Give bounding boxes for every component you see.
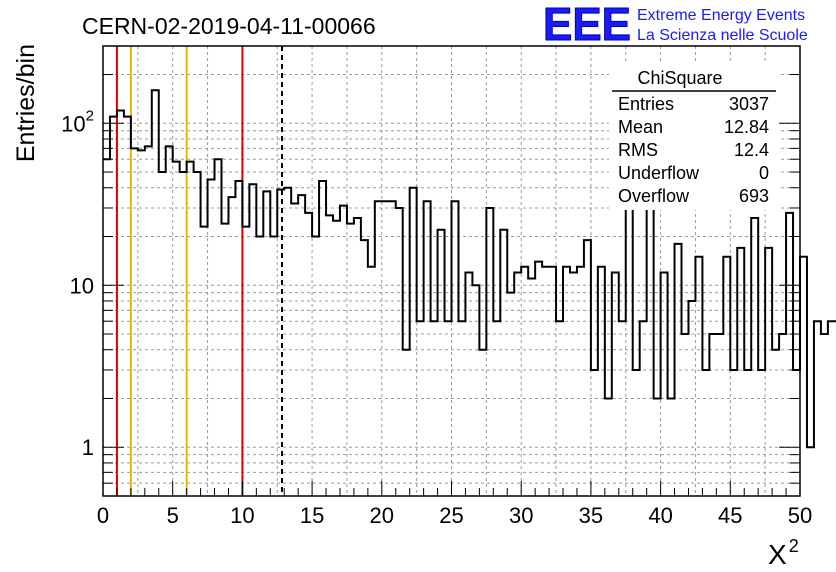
x-tick-label: 25 [439, 503, 463, 528]
x-axis-label-exponent: 2 [789, 536, 799, 556]
stats-title: ChiSquare [637, 68, 722, 88]
stats-value: 12.84 [724, 117, 769, 137]
stats-rows: Entries 3037 Mean 12.84 RMS 12.4 Underflow 0 Ove… [618, 94, 769, 206]
stats-value: 12.4 [734, 140, 769, 160]
stats-box-bg [609, 64, 779, 210]
stats-value: 693 [739, 186, 769, 206]
x-axis-label-base: X [768, 539, 787, 570]
x-tick-label: 15 [300, 503, 324, 528]
x-tick-label: 40 [648, 503, 672, 528]
x-tick-label: 0 [97, 503, 109, 528]
reference-lines [115, 46, 283, 496]
y-tick-label-base: 10 [61, 111, 85, 136]
stats-label: RMS [618, 140, 658, 160]
x-tick-label: 45 [718, 503, 742, 528]
stats-label: Underflow [618, 163, 700, 183]
eee-logo: EEE Extreme Energy Events La Scienza nel… [543, 0, 808, 51]
chart-title: CERN-02-2019-04-11-00066 [82, 13, 376, 39]
logo-line-1: Extreme Energy Events [637, 7, 805, 24]
histogram-line [103, 89, 836, 449]
logo-mark: EEE [543, 0, 631, 50]
stats-label: Overflow [618, 186, 690, 206]
y-tick-label-exponent: 2 [86, 107, 94, 124]
x-tick-label: 20 [370, 503, 394, 528]
y-axis-label: Entries/bin [12, 44, 40, 162]
x-tick-label: 10 [230, 503, 254, 528]
x-tick-label: 35 [579, 503, 603, 528]
y-tick-label: 10 [70, 273, 94, 298]
stats-label: Mean [618, 117, 663, 137]
y-tick-label: 1 [82, 435, 94, 460]
stats-value: 3037 [729, 94, 769, 114]
x-tick-labels: 0 5 10 15 20 25 30 35 40 45 50 [97, 503, 812, 528]
y-tick-label: 102 [61, 107, 94, 136]
x-tick-label: 30 [509, 503, 533, 528]
stats-box: ChiSquare Entries 3037 Mean 12.84 RMS 12.4 Und… [609, 64, 779, 210]
stats-label: Entries [618, 94, 674, 114]
x-tick-label: 50 [788, 503, 812, 528]
x-tick-label: 5 [167, 503, 179, 528]
axis-ticks [102, 45, 801, 497]
logo-line-2: La Scienza nelle Scuole [637, 27, 808, 44]
stats-value: 0 [759, 163, 769, 183]
